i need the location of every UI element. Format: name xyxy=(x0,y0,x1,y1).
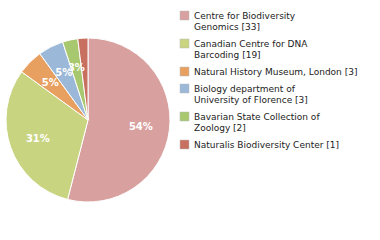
data-label: 3% xyxy=(68,62,85,73)
legend-label: Biology department ofUniversity of Flore… xyxy=(194,84,308,105)
legend-swatch xyxy=(180,112,189,121)
legend-swatch xyxy=(180,11,189,20)
legend-label: Canadian Centre for DNABarcoding [19] xyxy=(194,39,308,60)
legend-label: Natural History Museum, London [3] xyxy=(194,67,357,77)
legend-item: Naturalis Biodiversity Center [1] xyxy=(180,140,339,150)
legend-label: Bavarian State Collection ofZoology [2] xyxy=(194,112,320,133)
data-label: 54% xyxy=(129,121,153,132)
chart: 54%31%5%5%3%Centre for BiodiversityGenom… xyxy=(0,0,380,240)
legend-swatch xyxy=(180,39,189,48)
data-labels: 54%31%5%5%3% xyxy=(26,62,153,143)
legend-swatch xyxy=(180,84,189,93)
legend-swatch xyxy=(180,140,189,149)
pie-slice xyxy=(63,39,88,120)
legend-label: Centre for BiodiversityGenomics [33] xyxy=(194,11,296,32)
data-label: 31% xyxy=(26,133,50,144)
legend-item: Centre for BiodiversityGenomics [33] xyxy=(180,11,296,32)
legend-item: Canadian Centre for DNABarcoding [19] xyxy=(180,39,308,60)
pie xyxy=(6,38,170,202)
legend-item: Bavarian State Collection ofZoology [2] xyxy=(180,112,320,133)
legend-label: Naturalis Biodiversity Center [1] xyxy=(194,140,339,150)
pie-slice xyxy=(78,38,88,120)
legend-swatch xyxy=(180,67,189,76)
legend-item: Biology department ofUniversity of Flore… xyxy=(180,84,308,105)
data-label: 5% xyxy=(42,77,59,88)
legend-item: Natural History Museum, London [3] xyxy=(180,67,357,77)
legend: Centre for BiodiversityGenomics [33] Cana… xyxy=(180,11,357,150)
